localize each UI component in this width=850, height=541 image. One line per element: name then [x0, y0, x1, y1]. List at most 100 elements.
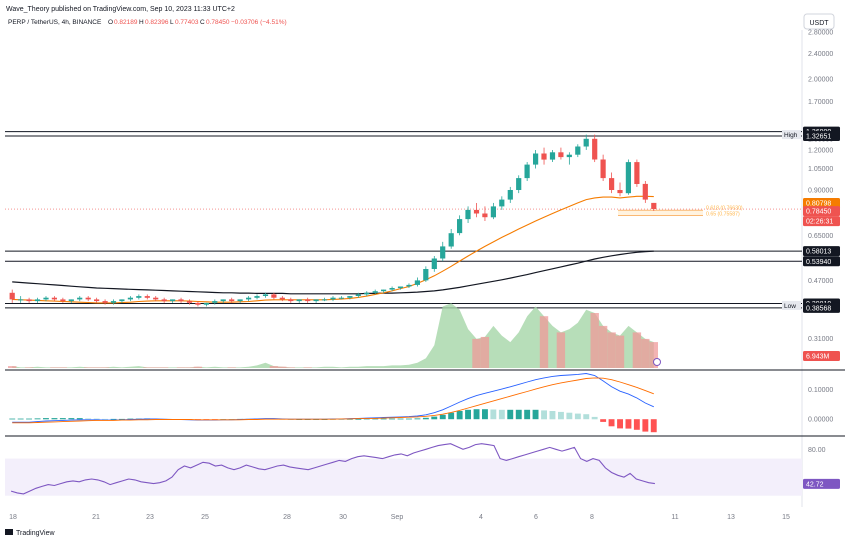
macd-hist-bar-59 [507, 409, 514, 420]
candle-52 [448, 228, 454, 249]
price-tick-6: 1.05000 [808, 166, 833, 173]
price-tick-8: 0.65000 [808, 233, 833, 240]
volume-bar-down-75 [641, 338, 650, 368]
candle-40 [347, 296, 353, 300]
volume-bar-down-71 [607, 332, 616, 368]
candle-19 [170, 299, 176, 303]
volume-bar-down-55 [472, 338, 481, 368]
candle-29 [254, 294, 260, 300]
volume-tag: 6.943M [803, 351, 840, 361]
volume-bar-down-33 [286, 367, 295, 368]
currency-button[interactable]: USDT [803, 13, 835, 30]
candle-22 [195, 301, 201, 307]
volume-bar-down-35 [303, 367, 312, 368]
symbol-title[interactable]: PERP / TetherUS, 4h, BINANCE [8, 19, 102, 26]
macd-hist-bar-62 [532, 409, 539, 420]
candle-9 [85, 296, 91, 302]
price-tags: 1.369001.34000High1.326510.580130.539400… [782, 126, 840, 489]
candle-47 [406, 283, 412, 289]
time-tick-11: 13 [727, 514, 735, 521]
macd-hist-bar-75 [642, 419, 649, 432]
time-tick-7: 4 [479, 514, 483, 521]
macd-hist-bar-54 [465, 409, 471, 420]
fib-fill [618, 210, 703, 216]
macd-hist-bar-0 [9, 418, 16, 420]
candle-64 [549, 149, 556, 163]
macd-hist-bar-48 [414, 418, 421, 420]
ohlc-high-label: H [139, 19, 144, 26]
macd-hist-bar-74 [633, 419, 640, 430]
macd-hist-bar-11 [102, 418, 108, 420]
candle-1 [18, 296, 24, 303]
ohlc-high: 0.82396 [145, 19, 169, 26]
candle-71 [609, 172, 615, 194]
candle-51 [440, 241, 446, 262]
fibonacci-zone: 0.618 (0.76630)0.65 (0.75587) [5, 205, 802, 217]
candle-58 [499, 196, 505, 210]
candle-69 [592, 134, 598, 163]
macd-hist-bar-12 [110, 418, 117, 420]
volume-bar-down-17 [151, 367, 160, 368]
ema-long-line [12, 250, 654, 295]
macd-hist-bar-41 [355, 418, 362, 420]
macd-hist-bar-14 [127, 418, 134, 420]
macd-indicator [9, 373, 657, 433]
candle-0 [9, 289, 15, 303]
candlesticks [9, 134, 657, 307]
currency-label: USDT [809, 20, 829, 27]
volume-bar-down-31 [269, 366, 279, 368]
candle-73 [625, 159, 631, 195]
candle-25 [220, 299, 226, 303]
volume-bar-down-5 [50, 367, 59, 368]
candle-41 [355, 292, 361, 298]
candle-5 [51, 296, 57, 302]
candle-15 [136, 294, 142, 300]
candle-74 [634, 159, 640, 187]
volume-bar-down-20 [176, 367, 186, 368]
macd-hist-bar-1 [17, 418, 24, 420]
price-tick-7: 0.90000 [808, 188, 833, 195]
candle-20 [178, 297, 184, 303]
volume-bar-down-65 [556, 332, 566, 368]
support-resistance-levels [5, 131, 802, 309]
macd-hist-bar-49 [422, 417, 429, 420]
tradingview-logo: TradingView [5, 529, 55, 537]
candle-30 [262, 292, 269, 298]
ohlc-close-label: C [200, 19, 205, 26]
candle-49 [423, 266, 429, 282]
time-tick-5: 30 [339, 514, 347, 521]
level-tag-2: 1.32651 [803, 131, 840, 141]
time-tick-9: 8 [590, 514, 594, 521]
candle-18 [161, 297, 167, 303]
ohlc-open-label: O [108, 19, 113, 26]
volume-area-shape [12, 303, 654, 368]
macd-hist-bar-6 [59, 418, 66, 420]
candle-13 [119, 299, 125, 303]
volume-bar-down-63 [539, 316, 549, 368]
macd-hist-bar-7 [68, 418, 75, 420]
svg-text:0.78450: 0.78450 [806, 209, 831, 216]
time-tick-4: 28 [283, 514, 291, 521]
volume-bar-down-56 [480, 336, 490, 368]
candle-4 [43, 296, 49, 302]
ohlc-close: 0.78450 [206, 19, 230, 26]
macd-hist-bar-43 [372, 418, 379, 420]
volume-bar-down-18 [159, 367, 169, 368]
candle-32 [279, 296, 285, 302]
macd-hist-bar-55 [473, 409, 480, 420]
volume-bar-down-22 [193, 366, 203, 368]
time-tick-0: 18 [9, 514, 17, 521]
price-tick-5: 1.20000 [808, 147, 833, 154]
volume-bar-down-32 [278, 366, 287, 368]
candle-59 [507, 186, 513, 203]
macd-hist-bar-63 [541, 410, 547, 420]
rsi-indicator [10, 443, 655, 495]
candle-21 [186, 299, 193, 305]
macd-tick-0: 0.10000 [808, 387, 833, 394]
volume-bar-down-9 [84, 367, 93, 368]
svg-text:02:26:31: 02:26:31 [806, 219, 833, 226]
macd-hist-bar-76 [650, 419, 657, 433]
candle-39 [338, 296, 344, 300]
macd-hist-bar-65 [558, 411, 564, 420]
